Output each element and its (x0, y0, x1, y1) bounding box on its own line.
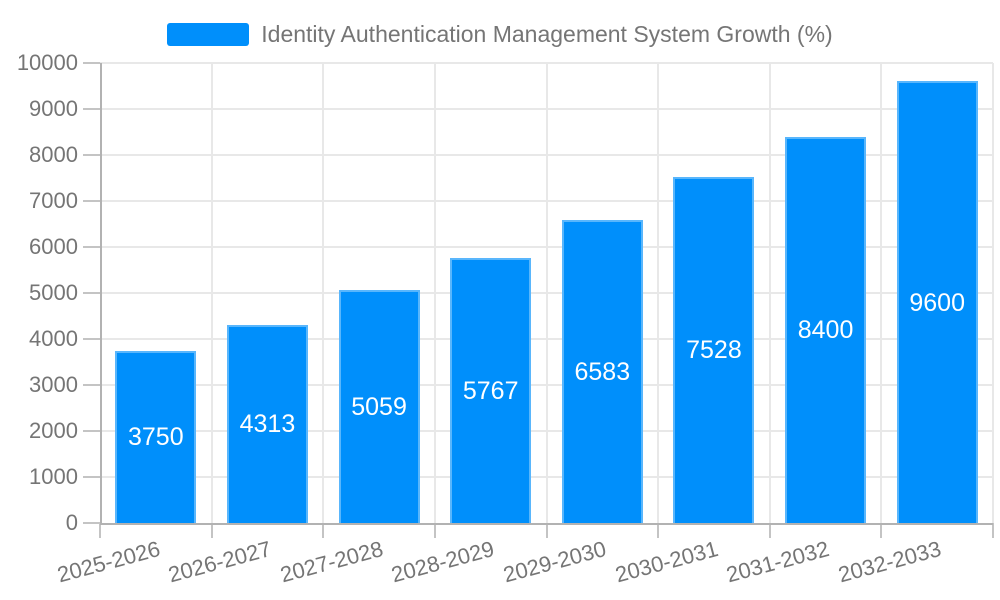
x-tick-label: 2030-2031 (612, 536, 721, 588)
y-tick-label: 10000 (16, 50, 78, 75)
y-tick-label: 9000 (29, 96, 78, 121)
y-axis-line (100, 63, 102, 525)
x-axis-tick (210, 523, 213, 538)
x-tick-label: 2027-2028 (277, 536, 386, 588)
bar-value-label: 8400 (797, 316, 854, 345)
bar-value-label: 7528 (686, 336, 742, 365)
y-tick-label: 5000 (29, 280, 78, 305)
y-tick-label: 6000 (29, 234, 78, 259)
y-axis-tick (83, 62, 100, 64)
v-gridline (657, 63, 660, 523)
x-axis-tick (768, 523, 771, 538)
y-tick-label: 1000 (29, 464, 78, 489)
x-tick-label: 2026-2027 (165, 536, 274, 588)
v-gridline (992, 63, 994, 523)
x-axis-tick (545, 523, 548, 538)
bar-value-label: 5059 (351, 393, 407, 422)
v-gridline (768, 63, 771, 523)
bar-value-label: 6583 (574, 358, 631, 387)
bar-value-label: 9600 (909, 288, 965, 317)
v-gridline (433, 63, 436, 523)
bar-value-label: 3750 (128, 423, 184, 452)
y-tick-label: 3000 (29, 372, 78, 397)
bar[interactable]: 5767 (450, 257, 532, 523)
x-tick-label: 2025-2026 (54, 536, 163, 588)
x-axis-tick (99, 523, 101, 538)
x-tick-label: 2029-2030 (500, 536, 609, 588)
y-axis-tick (83, 522, 100, 524)
y-axis-tick (83, 108, 100, 110)
x-tick-label: 2032-2033 (835, 536, 944, 588)
x-axis-tick (880, 523, 883, 538)
x-axis-line (100, 523, 993, 525)
x-tick-label: 2031-2032 (723, 536, 833, 588)
x-axis-tick (322, 523, 325, 538)
bar[interactable]: 5059 (338, 290, 420, 523)
legend-swatch[interactable] (167, 22, 250, 46)
v-gridline (880, 63, 883, 523)
y-axis-tick (83, 384, 100, 386)
x-tick-label: 2028-2029 (389, 536, 498, 588)
bar[interactable]: 6583 (561, 220, 643, 523)
x-axis-tick (433, 523, 436, 538)
y-axis-tick (83, 200, 100, 202)
y-axis-tick (83, 338, 100, 340)
bar[interactable]: 4313 (226, 324, 308, 523)
v-gridline (545, 63, 548, 523)
v-gridline (322, 63, 325, 523)
y-axis-tick (83, 476, 100, 478)
chart-legend: Identity Authentication Management Syste… (0, 20, 1000, 48)
bar[interactable]: 3750 (115, 350, 197, 523)
v-gridline (210, 63, 213, 523)
bar[interactable]: 9600 (896, 81, 978, 523)
y-axis-tick (83, 430, 100, 432)
x-axis-tick (657, 523, 660, 538)
y-tick-label: 7000 (29, 188, 78, 213)
y-tick-label: 2000 (29, 418, 78, 443)
y-tick-label: 0 (65, 510, 78, 535)
y-axis-tick (83, 292, 100, 294)
legend-label[interactable]: Identity Authentication Management Syste… (261, 20, 833, 47)
bar-value-label: 4313 (239, 410, 296, 439)
bar-value-label: 5767 (462, 376, 519, 405)
y-axis-tick (83, 154, 100, 156)
y-tick-label: 8000 (29, 142, 78, 167)
bar[interactable]: 7528 (673, 176, 755, 523)
x-axis-tick (992, 523, 994, 538)
y-axis-tick (83, 246, 100, 248)
bar[interactable]: 8400 (785, 136, 867, 523)
y-tick-label: 4000 (29, 326, 78, 351)
